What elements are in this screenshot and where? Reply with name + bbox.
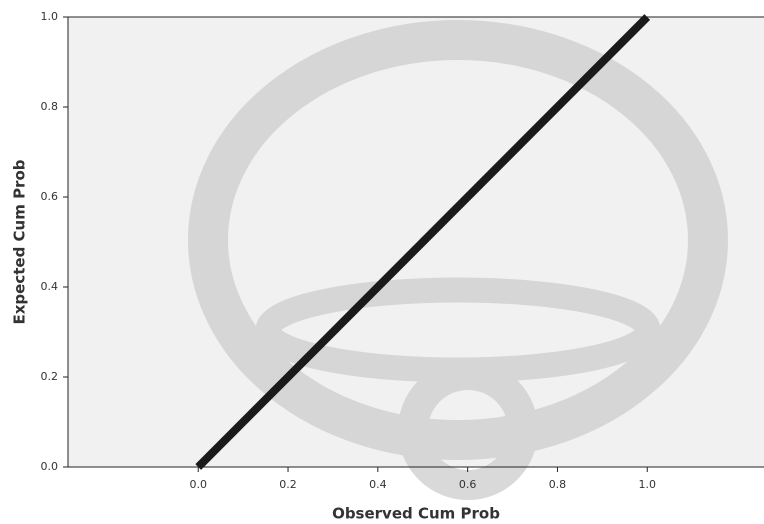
x-tick-label: 0.6 — [459, 478, 477, 491]
x-tick-label: 0.4 — [369, 478, 387, 491]
chart: Observed Cum Prob Expected Cum Prob 0.0 0… — [0, 0, 764, 524]
y-tick-label: 0.4 — [41, 280, 59, 293]
y-axis-title: Expected Cum Prob — [11, 159, 29, 324]
x-tick-label: 0.0 — [189, 478, 207, 491]
y-tick-label: 0.6 — [41, 190, 59, 203]
y-tick-label: 0.2 — [41, 370, 59, 383]
y-tick-label: 0.8 — [41, 100, 59, 113]
x-axis-title: Observed Cum Prob — [332, 505, 500, 523]
x-tick-label: 0.8 — [549, 478, 567, 491]
x-tick-label: 1.0 — [639, 478, 657, 491]
x-tick-label: 0.2 — [279, 478, 297, 491]
y-tick-label: 1.0 — [41, 10, 59, 23]
y-tick-label: 0.0 — [41, 460, 59, 473]
